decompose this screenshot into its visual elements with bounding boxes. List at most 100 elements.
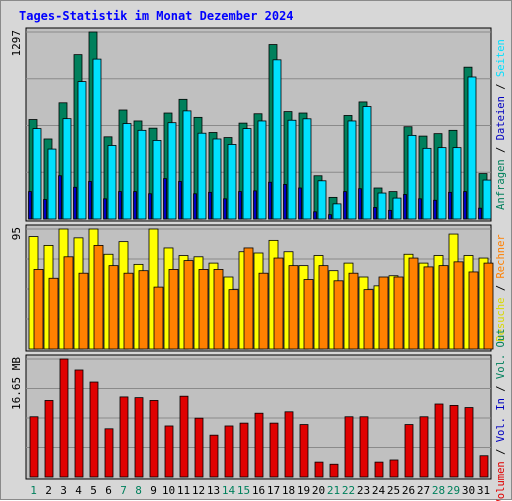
- bar-seiten-day-24: [373, 207, 377, 220]
- bar-dateien-day-8: [137, 129, 147, 220]
- bar-rechner-day-21: [333, 280, 344, 350]
- day-label-25: 25: [387, 484, 400, 497]
- bar-dateien-day-21: [332, 203, 342, 220]
- bar-dateien-day-24: [377, 192, 387, 220]
- bar-volumen-day-12: [194, 417, 204, 478]
- bar-volumen-day-5: [89, 381, 99, 478]
- bar-seiten-day-4: [73, 186, 77, 220]
- bar-rechner-day-28: [438, 265, 449, 350]
- bar-rechner-day-22: [348, 272, 359, 350]
- day-label-19: 19: [297, 484, 310, 497]
- bar-seiten-day-12: [193, 193, 197, 220]
- ymax-label-bottom: 16.65 MB: [10, 357, 23, 410]
- bar-seiten-day-10: [163, 178, 167, 220]
- legend-entry: /: [495, 279, 507, 298]
- bar-seiten-day-19: [298, 187, 302, 220]
- day-label-24: 24: [372, 484, 386, 497]
- bar-volumen-day-4: [74, 369, 84, 478]
- legend-entry: Dateien: [495, 96, 507, 140]
- bar-seiten-day-18: [283, 183, 287, 220]
- bar-rechner-day-31: [483, 262, 494, 350]
- bar-rechner-day-15: [243, 247, 254, 350]
- bar-dateien-day-28: [437, 147, 447, 220]
- day-label-16: 16: [252, 484, 265, 497]
- legend-entry: /: [495, 140, 507, 159]
- day-label-5: 5: [90, 484, 97, 497]
- day-label-14: 14: [222, 484, 236, 497]
- bar-rechner-day-30: [468, 271, 479, 350]
- bar-seiten-day-3: [58, 175, 62, 220]
- bar-dateien-day-14: [227, 144, 237, 220]
- bar-dateien-day-10: [167, 122, 177, 220]
- bar-dateien-day-15: [242, 128, 252, 220]
- bar-rechner-day-7: [123, 272, 134, 350]
- day-label-6: 6: [105, 484, 112, 497]
- bar-volumen-day-28: [434, 403, 444, 478]
- bar-rechner-day-11: [183, 260, 194, 350]
- bar-seiten-day-29: [448, 191, 452, 220]
- day-label-23: 23: [357, 484, 370, 497]
- bar-rechner-day-19: [303, 279, 314, 350]
- bar-seiten-day-31: [478, 207, 482, 220]
- bar-dateien-day-20: [317, 180, 327, 220]
- legend-entry: Volumen: [495, 461, 507, 501]
- bar-volumen-day-9: [149, 400, 159, 478]
- bar-volumen-day-11: [179, 395, 189, 478]
- bar-seiten-day-28: [433, 199, 437, 220]
- bar-rechner-day-17: [273, 257, 284, 350]
- bar-seiten-day-17: [268, 181, 272, 220]
- day-label-2: 2: [45, 484, 52, 497]
- day-label-30: 30: [462, 484, 475, 497]
- chart-title: Tages-Statistik im Monat Dezember 2024: [19, 9, 294, 23]
- bar-rechner-day-4: [78, 272, 89, 350]
- bar-seiten-day-7: [118, 191, 122, 220]
- day-label-10: 10: [162, 484, 175, 497]
- bar-volumen-day-6: [104, 428, 114, 478]
- bar-dateien-day-9: [152, 140, 162, 220]
- bar-volumen-day-15: [239, 422, 249, 478]
- bar-volumen-day-10: [164, 425, 174, 478]
- bar-volumen-day-8: [134, 397, 144, 478]
- bar-rechner-day-26: [408, 257, 419, 350]
- legend-entry: /: [495, 379, 507, 398]
- bar-seiten-day-26: [403, 194, 407, 220]
- bar-seiten-day-22: [343, 191, 347, 220]
- bar-volumen-day-23: [359, 416, 369, 478]
- bar-volumen-day-7: [119, 396, 129, 478]
- bar-seiten-day-21: [328, 214, 332, 220]
- bar-rechner-day-8: [138, 270, 149, 350]
- legend-entry: Anfragen: [495, 159, 507, 210]
- bar-seiten-day-30: [463, 191, 467, 220]
- bar-dateien-day-25: [392, 197, 402, 220]
- legend-middle: Besuche / Rechner: [495, 234, 507, 342]
- bar-dateien-day-6: [107, 145, 117, 220]
- ymax-label-middle: 95: [10, 227, 23, 240]
- bar-volumen-day-21: [329, 463, 339, 478]
- bar-seiten-day-27: [418, 198, 422, 220]
- bar-dateien-day-5: [92, 58, 102, 220]
- bar-volumen-day-27: [419, 416, 429, 478]
- day-label-7: 7: [120, 484, 127, 497]
- bar-seiten-day-23: [358, 188, 362, 220]
- bar-dateien-day-13: [212, 138, 222, 220]
- day-label-26: 26: [402, 484, 415, 497]
- bar-rechner-day-9: [153, 286, 164, 350]
- bar-rechner-day-20: [318, 265, 329, 350]
- bar-volumen-day-14: [224, 425, 234, 478]
- bar-seiten-day-14: [223, 198, 227, 220]
- bar-dateien-day-26: [407, 134, 417, 220]
- bar-volumen-day-31: [479, 455, 489, 478]
- day-label-17: 17: [267, 484, 280, 497]
- bar-volumen-day-29: [449, 405, 459, 478]
- bar-volumen-day-24: [374, 461, 384, 478]
- bar-volumen-day-19: [299, 424, 309, 478]
- bar-rechner-day-24: [378, 276, 389, 350]
- legend-top: Anfragen / Dateien / Seiten: [495, 39, 507, 210]
- bar-dateien-day-27: [422, 147, 432, 220]
- bar-dateien-day-12: [197, 132, 207, 220]
- legend-entry: Vol. Out: [495, 328, 507, 379]
- bar-seiten-day-11: [178, 181, 182, 220]
- bar-volumen-day-26: [404, 424, 414, 478]
- bar-volumen-day-3: [59, 358, 69, 478]
